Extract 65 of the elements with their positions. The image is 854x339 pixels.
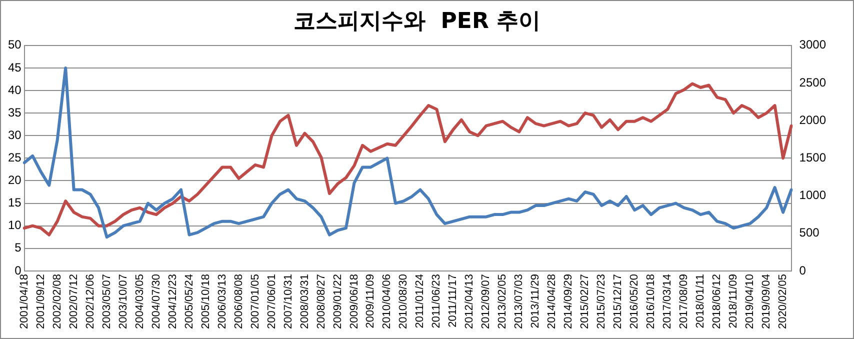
x-tick-label: 2017/03/14 xyxy=(662,274,674,330)
x-tick-label: 2011/11/17 xyxy=(447,274,460,328)
x-tick-label: 2005/10/18 xyxy=(200,274,212,330)
x-tick-label: 2002/02/08 xyxy=(51,274,64,330)
x-tick-label: 2001/04/18 xyxy=(18,274,30,330)
y-tick-label: 10 xyxy=(8,218,22,232)
x-tick-label: 2006/08/08 xyxy=(232,274,245,330)
x-tick-label: 2017/08/09 xyxy=(678,274,690,330)
x-tick-label: 2004/12/23 xyxy=(166,274,179,330)
x-tick-label: 2013/11/29 xyxy=(530,274,542,328)
x-tick-label: 2003/10/07 xyxy=(117,274,130,330)
x-tick-label: 2012/04/13 xyxy=(464,274,476,330)
x-tick-label: 2014/04/28 xyxy=(546,274,558,330)
x-tick-label: 2010/08/30 xyxy=(398,274,410,330)
x-tick-label: 2016/05/20 xyxy=(628,274,641,330)
x-tick-label: 2015/07/23 xyxy=(596,274,608,330)
x-tick-label: 2018/01/11 xyxy=(694,274,707,328)
y2-tick-label: 0 xyxy=(799,263,806,278)
x-tick-label: 2013/02/05 xyxy=(496,274,509,330)
y-tick-label: 45 xyxy=(8,60,22,74)
x-tick-label: 2006/03/13 xyxy=(216,274,228,330)
y2-tick-label: 2500 xyxy=(799,75,826,90)
x-tick-label: 2004/03/05 xyxy=(134,274,146,330)
x-tick-label: 2012/09/07 xyxy=(480,274,492,330)
y-tick-label: 50 xyxy=(8,38,22,52)
y2-tick-label: 500 xyxy=(799,226,820,240)
y2-tick-label: 2000 xyxy=(799,112,826,127)
x-tick-label: 2003/05/07 xyxy=(100,274,113,330)
y-tick-label: 20 xyxy=(8,173,22,188)
x-tick-label: 2009/01/22 xyxy=(332,274,344,330)
y-tick-label: 5 xyxy=(14,240,22,255)
x-tick-label: 2007/06/01 xyxy=(266,274,278,330)
x-tick-label: 2019/04/10 xyxy=(744,274,756,330)
x-tick-label: 2019/09/04 xyxy=(760,274,773,330)
x-tick-label: 2001/09/12 xyxy=(34,274,47,330)
x-tick-label: 2004/07/30 xyxy=(150,274,162,330)
x-tick-label: 2002/12/06 xyxy=(84,274,96,330)
x-tick-label: 2018/11/09 xyxy=(728,274,740,328)
x-tick-label: 2008/08/27 xyxy=(315,274,328,330)
x-tick-label: 2010/04/06 xyxy=(381,274,394,330)
x-tick-label: 2015/02/27 xyxy=(579,274,592,330)
x-tick-label: 2016/10/18 xyxy=(645,274,658,330)
y-tick-label: 35 xyxy=(8,105,22,120)
y2-tick-label: 1500 xyxy=(799,150,826,164)
x-tick-label: 2005/05/24 xyxy=(183,274,196,330)
x-tick-label: 2011/01/24 xyxy=(414,274,426,328)
x-tick-label: 2009/11/09 xyxy=(364,274,377,328)
y-tick-label: 15 xyxy=(8,196,22,210)
x-tick-label: 2020/02/05 xyxy=(777,274,790,330)
y2-tick-label: 1000 xyxy=(799,188,826,202)
x-tick-label: 2011/06/23 xyxy=(430,274,443,328)
y2-tick-label: 3000 xyxy=(799,38,826,52)
x-tick-label: 2015/12/17 xyxy=(612,274,624,330)
x-tick-label: 2009/06/18 xyxy=(348,274,360,330)
x-tick-label: 2007/10/31 xyxy=(282,274,294,330)
chart-title: 코스피지수와 PER 추이 xyxy=(293,8,541,34)
x-tick-label: 2008/03/31 xyxy=(298,274,311,330)
x-tick-label: 2007/01/05 xyxy=(249,274,262,330)
y-tick-label: 30 xyxy=(8,128,22,142)
x-tick-label: 2018/06/12 xyxy=(711,274,724,330)
x-tick-label: 2002/07/12 xyxy=(68,274,80,330)
x-tick-label: 2014/09/29 xyxy=(562,274,575,330)
y-tick-label: 40 xyxy=(8,82,22,97)
y-tick-label: 25 xyxy=(8,150,22,164)
x-tick-label: 2013/07/03 xyxy=(513,274,526,330)
